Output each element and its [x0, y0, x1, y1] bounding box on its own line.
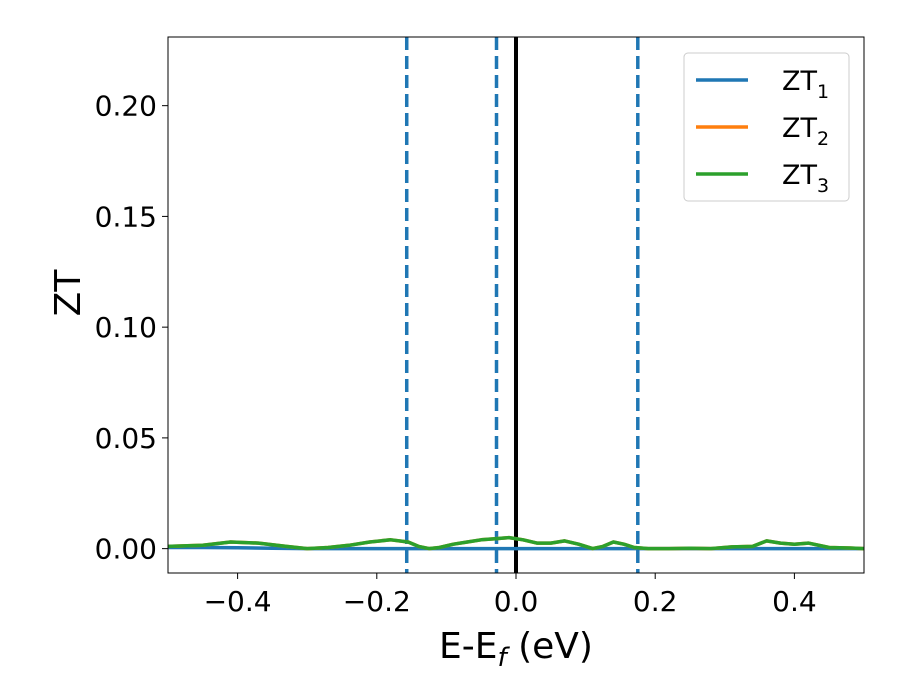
series-line-3	[167, 535, 865, 551]
y-tick-label: 0.00	[95, 533, 157, 566]
y-tick-label: 0.05	[95, 422, 157, 455]
x-tick-label: 0.0	[494, 585, 539, 618]
x-tick-label: 0.4	[772, 585, 817, 618]
x-tick-label: 0.2	[633, 585, 678, 618]
y-tick-label: 0.20	[95, 90, 157, 123]
legend-box	[683, 52, 850, 202]
legend-label-base: ZT	[782, 66, 817, 97]
x-axis-title-unit: (eV)	[507, 626, 593, 667]
x-tick-label: −0.4	[204, 585, 272, 618]
y-axis-title: ZT	[48, 269, 89, 317]
legend-label-base: ZT	[782, 113, 817, 144]
legend-label-2: ZT2	[782, 113, 829, 150]
y-tick-label: 0.10	[95, 311, 157, 344]
y-axis-ticks: 0.00 0.05 0.10 0.15 0.20	[95, 90, 168, 566]
legend-label-subscript: 3	[817, 175, 829, 197]
legend-label-3: ZT3	[782, 160, 829, 197]
x-axis-title: E-Ef (eV)	[439, 626, 593, 673]
x-tick-label: −0.2	[343, 585, 411, 618]
legend-label-base: ZT	[782, 160, 817, 191]
series-lines	[167, 535, 865, 551]
legend-label-1: ZT1	[782, 66, 829, 103]
series-line-1	[168, 545, 864, 551]
x-axis-title-main: E-E	[439, 626, 497, 667]
vertical-lines	[404, 37, 640, 573]
y-tick-label: 0.15	[95, 200, 157, 233]
x-axis-ticks: −0.4 −0.2 0.0 0.2 0.4	[204, 573, 817, 618]
legend-label-subscript: 2	[817, 128, 829, 150]
legend-label-subscript: 1	[817, 81, 829, 103]
